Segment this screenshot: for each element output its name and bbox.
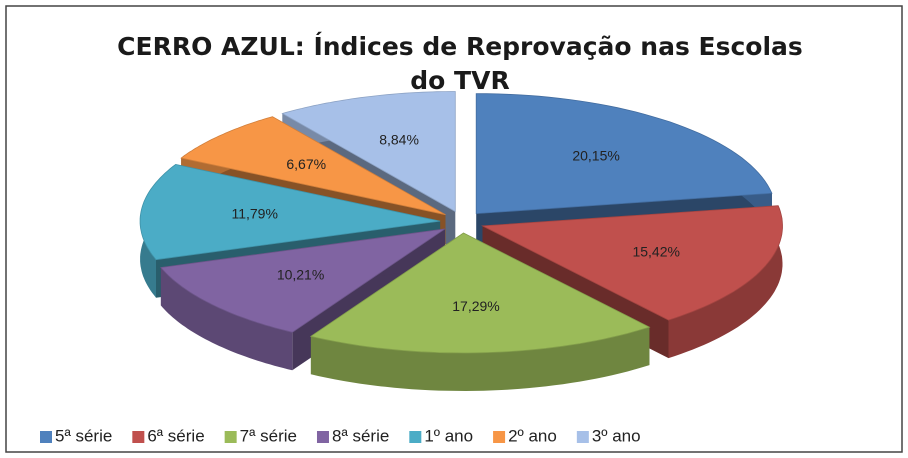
legend-swatch: [576, 431, 589, 443]
frame: [5, 5, 903, 453]
slice-wall: [160, 267, 293, 371]
legend-label: 2º ano: [508, 426, 557, 445]
slice-wall: [310, 327, 650, 391]
slice: [180, 116, 446, 216]
data-label: 8,84%: [379, 131, 419, 147]
data-label: 6,67%: [286, 156, 326, 172]
slice: [139, 163, 441, 261]
data-label: 17,29%: [452, 298, 499, 314]
legend-swatch: [316, 431, 329, 443]
data-label: 15,42%: [632, 243, 679, 259]
legend-label: 8ª série: [332, 426, 389, 445]
data-label: 11,79%: [231, 206, 277, 222]
legend-swatch: [409, 431, 422, 443]
legend-label: 7ª série: [240, 426, 297, 445]
slice-wall: [668, 205, 783, 359]
legend-swatch: [493, 431, 506, 443]
legend-swatch: [224, 431, 237, 443]
slice: [475, 93, 773, 215]
data-label: 10,21%: [277, 267, 324, 283]
slice: [160, 228, 446, 333]
chart-title: CERRO AZUL: Índices de Reprovação nas Es…: [117, 32, 803, 95]
slice: [481, 205, 783, 321]
legend-swatch: [132, 431, 145, 443]
legend-label: 5ª série: [55, 426, 112, 445]
legend-swatch: [40, 431, 52, 443]
legend-label: 6ª série: [147, 426, 204, 445]
data-label: 20,15%: [572, 147, 619, 163]
slice: [309, 232, 651, 354]
legend-label: 1º ano: [424, 426, 473, 445]
slice: [281, 91, 456, 213]
legend-label: 3º ano: [592, 426, 641, 445]
